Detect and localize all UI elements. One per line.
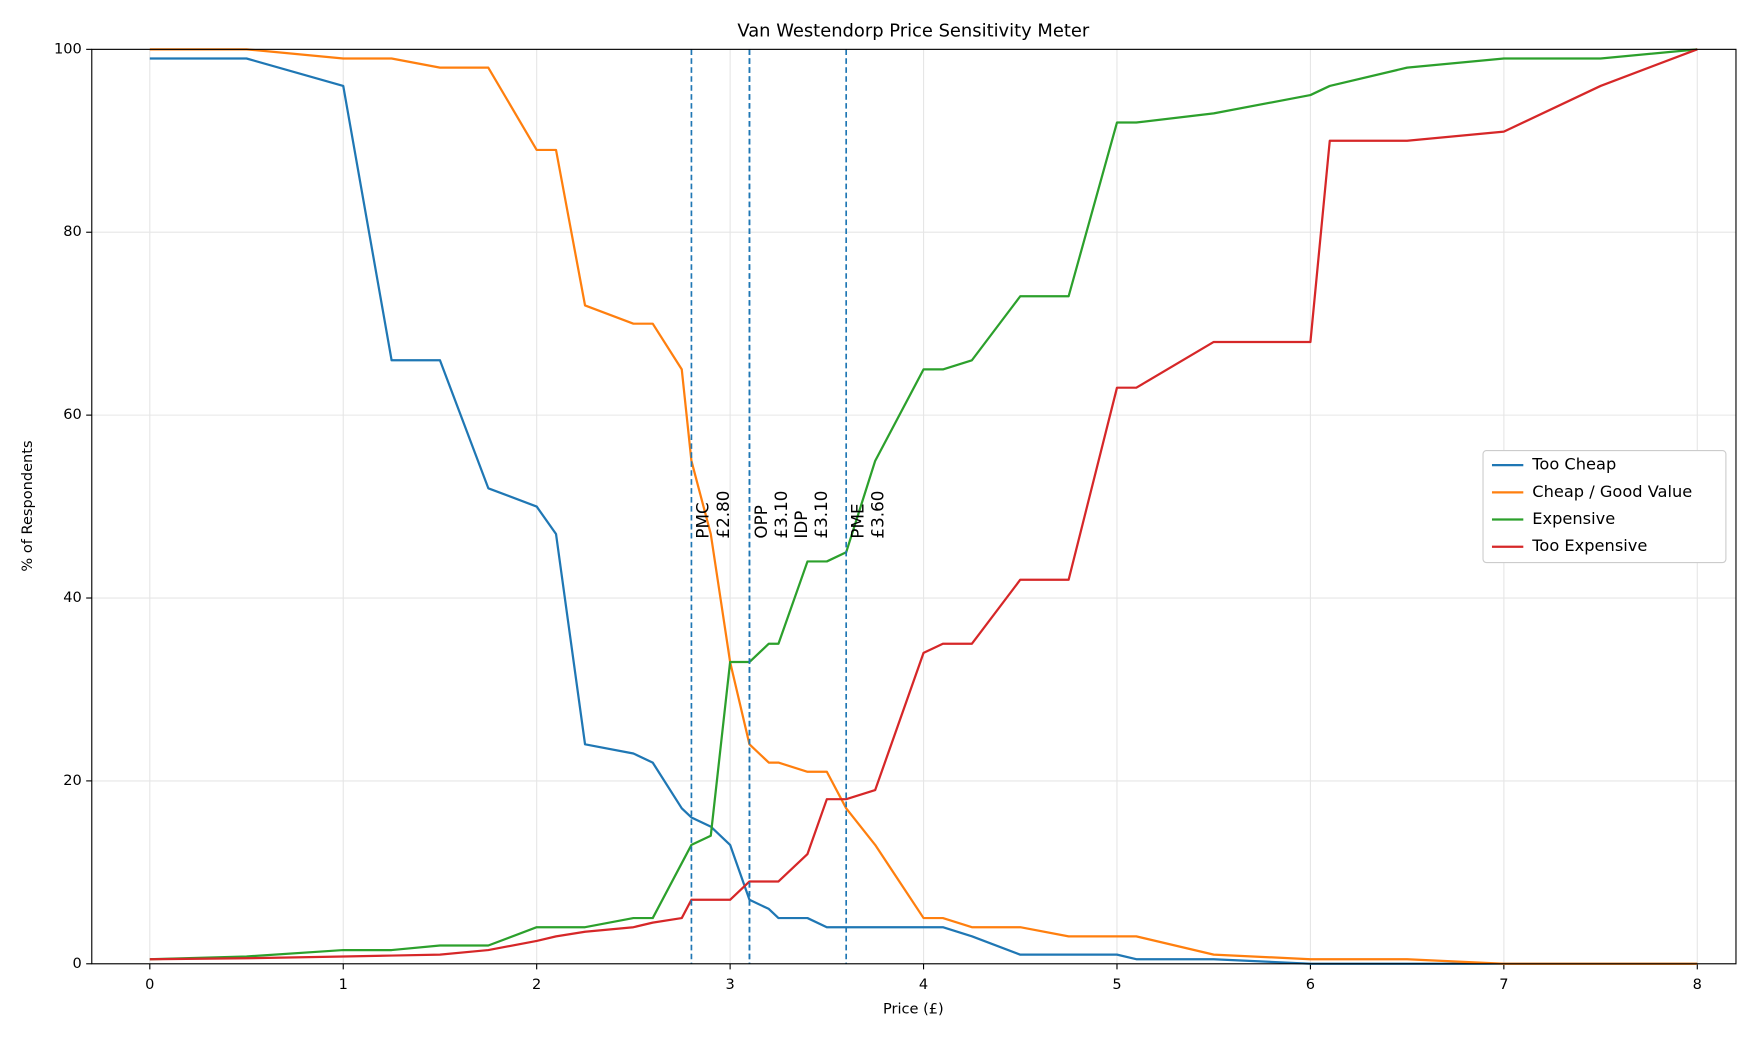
plot-frame: [91, 48, 1737, 965]
series-line: [149, 48, 1698, 965]
x-tick-label: 7: [1499, 976, 1508, 993]
chart-title: Van Westendorp Price Sensitivity Meter: [737, 20, 1089, 41]
x-tick-label: 0: [145, 976, 154, 993]
y-tick-label: 100: [54, 40, 82, 57]
y-axis-label: % of Respondents: [19, 440, 36, 571]
legend-label: Cheap / Good Value: [1532, 482, 1692, 501]
legend-label: Expensive: [1532, 509, 1615, 528]
x-axis-label: Price (£): [883, 1001, 944, 1018]
annotation-label: OPP: [751, 505, 771, 538]
x-tick-label: 6: [1306, 976, 1315, 993]
series-line: [149, 48, 1698, 961]
x-tick-label: 5: [1112, 976, 1121, 993]
annotation-price: £3.10: [811, 491, 831, 539]
annotation-price: £3.60: [868, 491, 888, 539]
legend-box: [1482, 450, 1727, 564]
legend-label: Too Expensive: [1531, 536, 1647, 555]
y-tick-label: 0: [72, 955, 81, 972]
x-tick-label: 3: [725, 976, 734, 993]
annotation-price: £2.80: [713, 491, 733, 539]
annotation-price: £3.10: [771, 491, 791, 539]
series-line: [149, 48, 1698, 961]
y-tick-label: 80: [63, 223, 82, 240]
legend-label: Too Cheap: [1531, 455, 1616, 474]
x-tick-label: 8: [1693, 976, 1702, 993]
y-tick-label: 20: [63, 772, 82, 789]
x-tick-label: 4: [919, 976, 928, 993]
annotation-label: PMC: [693, 502, 713, 538]
y-tick-label: 60: [63, 406, 82, 423]
x-tick-label: 1: [339, 976, 348, 993]
x-tick-label: 2: [532, 976, 541, 993]
series-line: [149, 57, 1698, 965]
annotation-label: IDP: [791, 511, 811, 539]
annotation-label: PME: [847, 503, 867, 538]
y-tick-label: 40: [63, 589, 82, 606]
